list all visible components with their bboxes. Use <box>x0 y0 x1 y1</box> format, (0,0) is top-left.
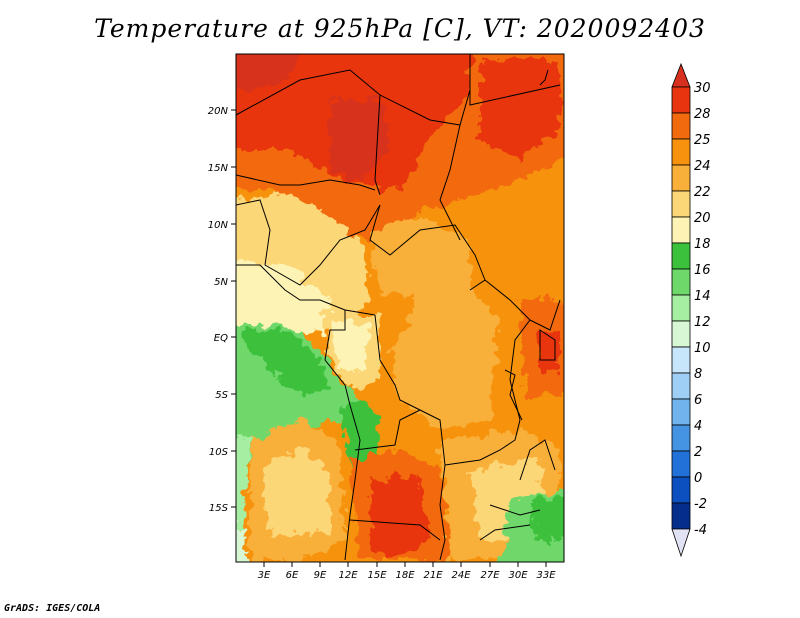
colorbar-segment <box>671 86 691 114</box>
lon-label: 18E <box>395 570 415 581</box>
colorbar-segment <box>671 112 691 140</box>
colorbar-label: 2 <box>694 445 702 460</box>
colorbar-segment <box>671 450 691 478</box>
lon-label: 9E <box>314 570 327 581</box>
lon-label: 15E <box>367 570 387 581</box>
lon-label: 24E <box>451 570 471 581</box>
colorbar-segment <box>671 398 691 426</box>
colorbar-top-arrow <box>671 62 691 88</box>
colorbar-label: 14 <box>694 289 711 304</box>
colorbar <box>671 62 691 558</box>
lat-label: 20N <box>208 106 229 117</box>
colorbar-labels: 30 28 25 24 22 20 18 16 14 12 10 8 6 4 2… <box>694 81 711 538</box>
colorbar-segment <box>671 346 691 374</box>
colorbar-label: 0 <box>694 471 702 486</box>
colorbar-label: 16 <box>694 263 711 278</box>
lat-label: 10N <box>208 220 229 231</box>
colorbar-segment <box>671 164 691 192</box>
colorbar-label: 20 <box>694 211 711 226</box>
colorbar-label: 25 <box>694 133 711 148</box>
colorbar-label: 8 <box>694 367 702 382</box>
colorbar-bottom-arrow <box>671 528 691 558</box>
colorbar-segment <box>671 320 691 348</box>
longitude-axis: 3E 6E 9E 12E 15E 18E 21E 24E 27E 30E 33E <box>258 562 556 581</box>
colorbar-segment <box>671 216 691 244</box>
lon-label: 6E <box>286 570 299 581</box>
colorbar-segment <box>671 268 691 296</box>
lon-label: 30E <box>508 570 528 581</box>
lon-label: 12E <box>338 570 358 581</box>
colorbar-segment <box>671 242 691 270</box>
lat-label: EQ <box>214 333 228 344</box>
colorbar-label: 10 <box>694 341 711 356</box>
colorbar-label: 30 <box>694 81 711 96</box>
colorbar-label: 18 <box>694 237 711 252</box>
colorbar-segment <box>671 502 691 530</box>
lat-label: 15S <box>209 503 229 514</box>
colorbar-segment <box>671 372 691 400</box>
colorbar-segment <box>671 190 691 218</box>
lon-label: 3E <box>258 570 271 581</box>
latitude-axis: 20N 15N 10N 5N EQ 5S 10S 15S <box>208 106 236 514</box>
colorbar-label: -4 <box>694 523 707 538</box>
lon-label: 33E <box>536 570 556 581</box>
lat-label: 10S <box>209 447 229 458</box>
colorbar-label: 22 <box>694 185 711 200</box>
colorbar-label: 6 <box>694 393 702 408</box>
colorbar-label: 28 <box>694 107 711 122</box>
lat-label: 15N <box>208 163 229 174</box>
map-frame <box>235 53 565 563</box>
colorbar-label: 4 <box>694 419 702 434</box>
colorbar-segment <box>671 294 691 322</box>
colorbar-label: 24 <box>694 159 711 174</box>
map-title: Temperature at 925hPa [C], VT: 202009240… <box>94 14 706 43</box>
country-borders <box>236 54 561 561</box>
colorbar-segment <box>671 424 691 452</box>
lon-label: 27E <box>480 570 500 581</box>
colorbar-segment <box>671 476 691 504</box>
lat-label: 5N <box>214 277 228 288</box>
lon-label: 21E <box>423 570 443 581</box>
lat-label: 5S <box>215 390 228 401</box>
colorbar-label: 12 <box>694 315 711 330</box>
temperature-field <box>236 54 564 562</box>
colorbar-segment <box>671 138 691 166</box>
colorbar-label: -2 <box>694 497 707 512</box>
grads-credit: GrADS: IGES/COLA <box>4 603 101 614</box>
